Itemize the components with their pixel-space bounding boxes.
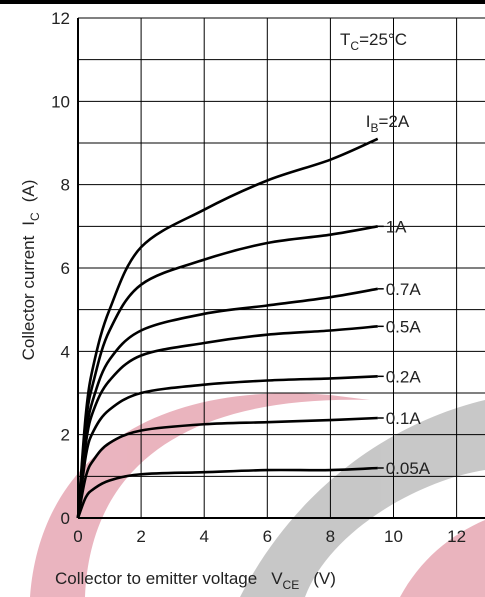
curve: [76, 416, 378, 519]
y-label-symbol: I: [19, 221, 38, 226]
x-tick-label: 6: [263, 527, 272, 546]
legend-entry: 0.05A: [386, 459, 431, 478]
curve-label: IB=2A: [366, 112, 410, 135]
x-tick-label: 2: [136, 527, 145, 546]
watermark-arc: [400, 520, 485, 597]
curve-label-subscript: B: [370, 121, 378, 135]
y-label-text: Collector current: [19, 235, 38, 360]
y-label-unit: (A): [19, 180, 38, 203]
legend-entry: 2A: [388, 112, 409, 131]
x-tick-label: 10: [384, 527, 403, 546]
y-tick-label: 4: [61, 342, 70, 361]
curve-label-equals: =: [378, 112, 388, 131]
x-label-text: Collector to emitter voltage: [55, 569, 257, 588]
annotation-text: =25°C: [359, 30, 407, 49]
annotation: TC=25°C: [340, 30, 407, 53]
watermark-arc: [240, 400, 485, 597]
y-tick-label: 8: [61, 176, 70, 195]
annotation-symbol: T: [340, 30, 350, 49]
x-axis-label: Collector to emitter voltage VCE (V): [55, 569, 336, 592]
y-tick-label: 2: [61, 426, 70, 445]
x-label-symbol: V: [271, 569, 283, 588]
y-axis-label: Collector current IC (A): [19, 180, 42, 361]
plot: 0 2 4 6 8 10 12 0 2 4 6 8 10 12 IB=2A 1A 0.7A 0.5A 0.2A 0.1…: [51, 9, 485, 546]
legend-entry: 0.7A: [386, 280, 422, 299]
y-tick-label: 10: [51, 92, 70, 111]
x-tick-label: 4: [199, 527, 208, 546]
x-label-unit: (V): [313, 569, 336, 588]
top-bar: [0, 0, 485, 4]
y-tick-label: 6: [61, 259, 70, 278]
curve-label-symbol: I: [366, 112, 371, 131]
curve: [76, 287, 378, 519]
x-tick-label: 0: [73, 527, 82, 546]
annotation-subscript: C: [350, 39, 359, 53]
x-tick-label: 12: [447, 527, 466, 546]
curve: [76, 466, 378, 519]
legend-entry: 0.1A: [386, 409, 422, 428]
legend-entry: 1A: [386, 217, 407, 236]
curve: [76, 325, 378, 519]
curve: [76, 225, 378, 519]
x-tick-label: 8: [326, 527, 335, 546]
y-tick-label: 0: [61, 509, 70, 528]
y-label-subscript: C: [28, 212, 42, 221]
legend-entry: 0.5A: [386, 317, 422, 336]
watermark-arc: [30, 393, 370, 597]
watermark: [30, 393, 485, 597]
x-label-subscript: CE: [283, 578, 300, 592]
y-tick-label: 12: [51, 9, 70, 28]
legend-entry: 0.2A: [386, 367, 422, 386]
curve: [76, 375, 378, 519]
